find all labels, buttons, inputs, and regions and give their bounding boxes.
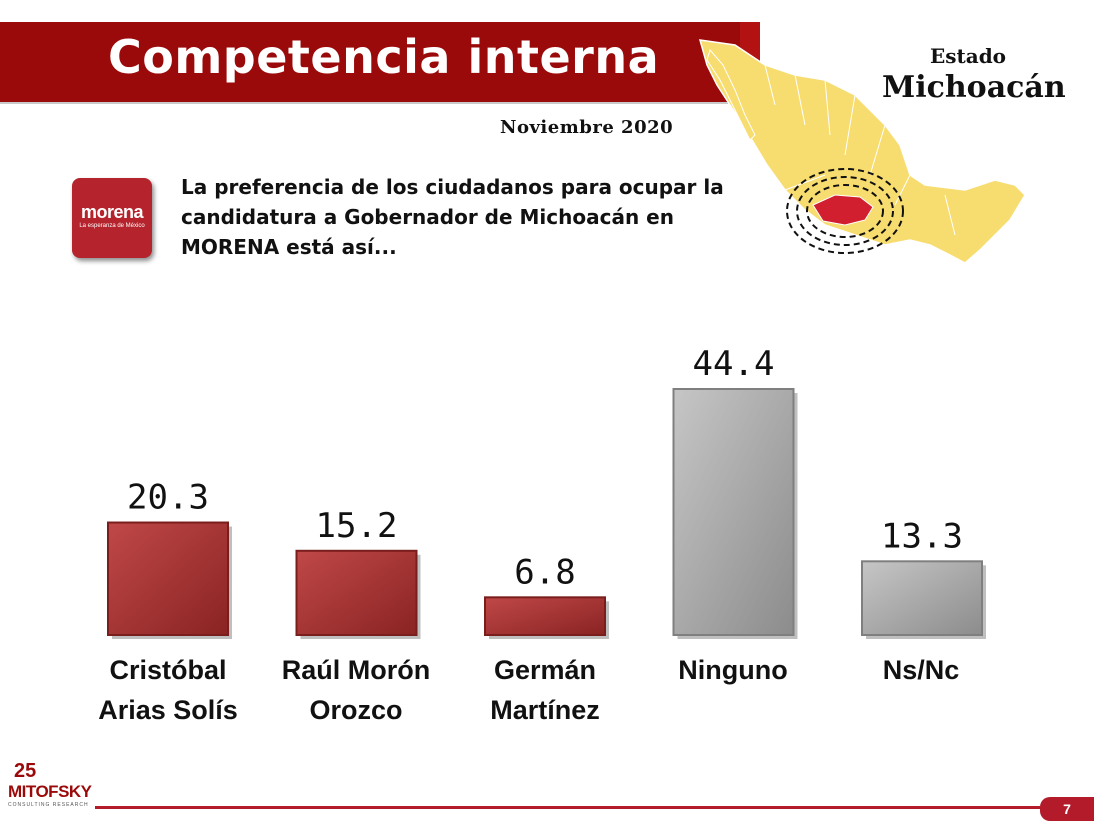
survey-date: Noviembre 2020 bbox=[500, 117, 674, 138]
mexico-shape bbox=[698, 39, 1026, 264]
logo-tagline: La esperanza de México bbox=[79, 223, 145, 229]
footer-divider bbox=[95, 806, 1040, 809]
state-name: Michoacán bbox=[882, 70, 1066, 105]
bar bbox=[107, 521, 229, 636]
title-band bbox=[0, 22, 760, 104]
bar-chart-svg: 20.3 15.2 6.8 44.4 13.3 bbox=[107, 344, 986, 639]
bar-chart: 20.3 15.2 6.8 44.4 13.3 Cristóbal Arias Solí… bbox=[0, 320, 1094, 740]
category-label: Raúl Morón Orozco bbox=[281, 655, 431, 725]
highlight-ring-inner bbox=[806, 184, 884, 238]
category-label: Ns/Nc bbox=[882, 655, 960, 685]
bar bbox=[295, 549, 418, 636]
brand-name: MITOFSKY bbox=[8, 782, 92, 801]
bar bbox=[861, 560, 983, 636]
category-label: Ninguno bbox=[678, 655, 788, 685]
page-title: Competencia interna bbox=[108, 30, 660, 84]
bar-value-label: 6.8 bbox=[514, 552, 575, 592]
morena-logo: morena La esperanza de México bbox=[72, 178, 152, 258]
mexico-map bbox=[698, 39, 1026, 264]
category-label: Cristóbal Arias Solís bbox=[98, 655, 238, 725]
bar bbox=[484, 596, 606, 636]
intro-text: La preferencia de los ciudadanos para oc… bbox=[181, 175, 724, 259]
bar-value-label: 13.3 bbox=[881, 516, 963, 556]
category-label: Germán Martínez bbox=[490, 655, 600, 725]
bar bbox=[672, 388, 795, 636]
page-number: 7 bbox=[1040, 797, 1094, 821]
highlight-ring-outer bbox=[786, 168, 904, 254]
highlight-ring-middle bbox=[796, 176, 894, 246]
brand-tagline: CONSULTING RESEARCH bbox=[8, 802, 89, 808]
state-label: Estado bbox=[930, 44, 1007, 68]
baja-california-shape bbox=[706, 48, 756, 141]
michoacan-shape bbox=[812, 194, 874, 226]
bar-value-label: 20.3 bbox=[127, 478, 209, 518]
bar-value-label: 15.2 bbox=[316, 506, 398, 546]
brand-anniversary: 25 bbox=[14, 760, 37, 782]
mitofsky-logo: 25 MITOFSKY CONSULTING RESEARCH bbox=[8, 760, 92, 810]
logo-word: morena bbox=[80, 202, 144, 222]
bar-value-label: 44.4 bbox=[693, 344, 775, 384]
